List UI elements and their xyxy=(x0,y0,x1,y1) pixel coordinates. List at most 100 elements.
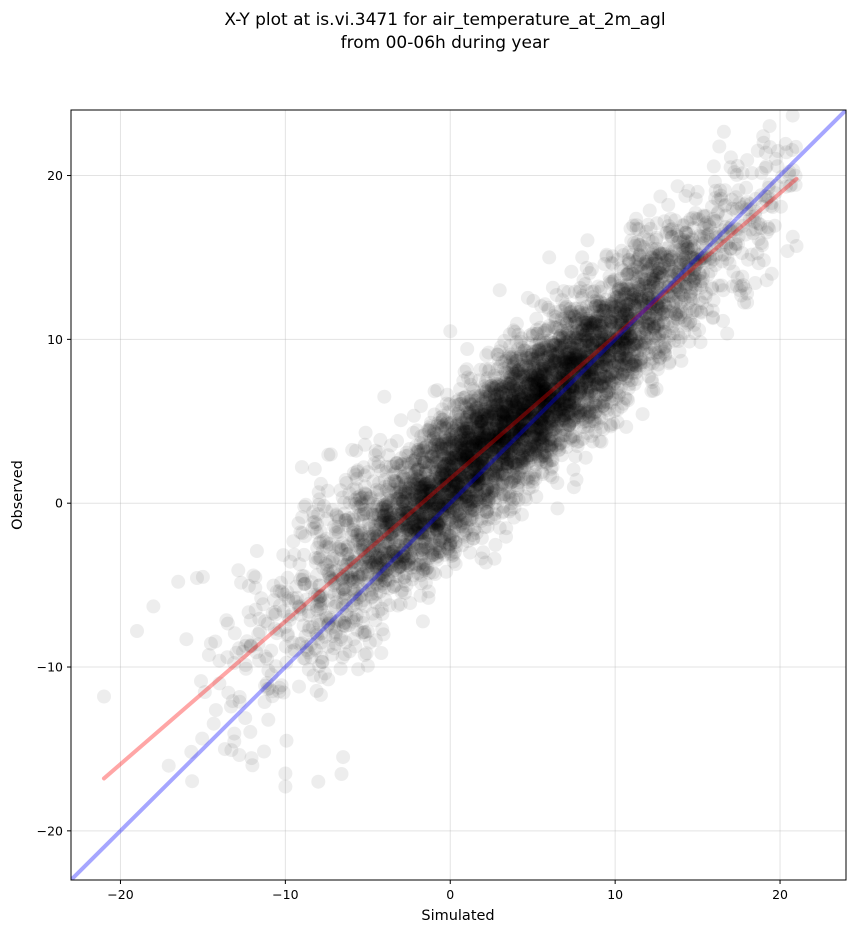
scatter-point xyxy=(389,507,404,522)
scatter-point xyxy=(470,426,485,441)
scatter-point xyxy=(582,324,597,339)
scatter-point xyxy=(568,346,583,361)
scatter-point xyxy=(397,460,412,475)
scatter-point xyxy=(345,510,360,525)
scatter-point xyxy=(525,388,540,403)
scatter-point xyxy=(628,254,643,269)
scatter-point xyxy=(494,339,508,354)
scatter-point xyxy=(493,432,507,447)
scatter-point xyxy=(433,469,448,484)
scatter-point xyxy=(505,391,520,406)
scatter-point xyxy=(489,377,504,391)
scatter-point xyxy=(531,364,546,378)
scatter-point xyxy=(483,398,498,413)
scatter-point xyxy=(469,489,484,504)
scatter-point xyxy=(559,299,574,314)
scatter-point xyxy=(345,442,360,457)
scatter-point xyxy=(658,298,673,313)
scatter-point xyxy=(508,411,523,426)
scatter-point xyxy=(357,437,372,452)
scatter-point xyxy=(365,507,380,522)
scatter-point xyxy=(484,442,499,457)
scatter-point xyxy=(421,518,436,533)
scatter-point xyxy=(630,339,645,353)
scatter-point xyxy=(490,422,505,437)
scatter-point xyxy=(519,429,534,444)
scatter-point xyxy=(439,499,454,513)
scatter-point xyxy=(445,451,459,466)
scatter-point xyxy=(744,247,759,262)
scatter-point xyxy=(468,450,483,465)
scatter-point xyxy=(573,420,588,435)
scatter-point xyxy=(494,414,509,429)
scatter-point xyxy=(490,347,505,362)
scatter-point xyxy=(594,340,608,355)
scatter-point xyxy=(459,462,474,477)
scatter-point xyxy=(628,301,643,316)
scatter-point xyxy=(512,407,527,422)
scatter-point xyxy=(429,464,444,479)
scatter-point xyxy=(561,309,576,324)
scatter-point xyxy=(467,502,482,517)
scatter-point xyxy=(485,413,500,428)
scatter-point xyxy=(465,441,480,456)
scatter-point xyxy=(706,159,721,174)
scatter-point xyxy=(583,335,598,350)
scatter-point xyxy=(624,359,639,374)
scatter-point xyxy=(570,323,585,338)
scatter-point xyxy=(457,467,472,482)
scatter-point xyxy=(504,496,519,511)
scatter-point xyxy=(535,467,550,481)
scatter-point xyxy=(604,322,619,337)
scatter-point xyxy=(526,411,541,426)
scatter-point xyxy=(301,662,316,677)
scatter-point xyxy=(591,358,605,373)
scatter-point xyxy=(709,247,724,262)
scatter-point xyxy=(257,695,272,709)
scatter-point xyxy=(689,257,704,272)
scatter-point xyxy=(372,522,386,537)
scatter-point xyxy=(529,378,544,393)
scatter-point xyxy=(461,427,476,442)
scatter-point xyxy=(454,410,469,425)
scatter-point xyxy=(278,619,293,634)
scatter-point xyxy=(504,443,519,457)
scatter-point xyxy=(534,361,549,376)
scatter-point xyxy=(534,378,549,393)
scatter-point xyxy=(558,387,573,402)
scatter-point xyxy=(481,471,496,486)
scatter-point xyxy=(387,553,402,568)
scatter-point xyxy=(535,389,550,404)
scatter-point xyxy=(447,505,462,520)
scatter-point xyxy=(489,430,504,445)
scatter-point xyxy=(522,435,536,450)
scatter-point xyxy=(350,463,365,478)
scatter-point xyxy=(628,291,643,306)
scatter-point xyxy=(340,570,355,585)
scatter-point xyxy=(620,363,635,378)
scatter-point xyxy=(386,505,401,520)
scatter-point xyxy=(443,465,458,480)
scatter-point xyxy=(512,442,527,456)
scatter-point xyxy=(533,406,548,421)
scatter-point xyxy=(366,558,381,573)
scatter-point xyxy=(499,438,514,453)
scatter-point xyxy=(501,400,516,414)
scatter-point xyxy=(366,496,381,511)
scatter-point xyxy=(397,570,412,585)
scatter-point xyxy=(498,411,513,426)
scatter-point xyxy=(337,615,352,630)
scatter-point xyxy=(356,552,371,567)
scatter-point xyxy=(532,444,547,459)
scatter-point xyxy=(650,297,664,312)
scatter-point xyxy=(360,576,375,591)
scatter-point xyxy=(409,439,424,453)
scatter-point xyxy=(603,276,618,291)
scatter-point xyxy=(359,646,374,661)
scatter-point xyxy=(512,427,527,442)
scatter-point xyxy=(470,448,485,462)
scatter-point xyxy=(423,486,438,501)
scatter-point xyxy=(514,416,529,431)
scatter-point xyxy=(289,579,304,594)
scatter-point xyxy=(546,389,561,404)
